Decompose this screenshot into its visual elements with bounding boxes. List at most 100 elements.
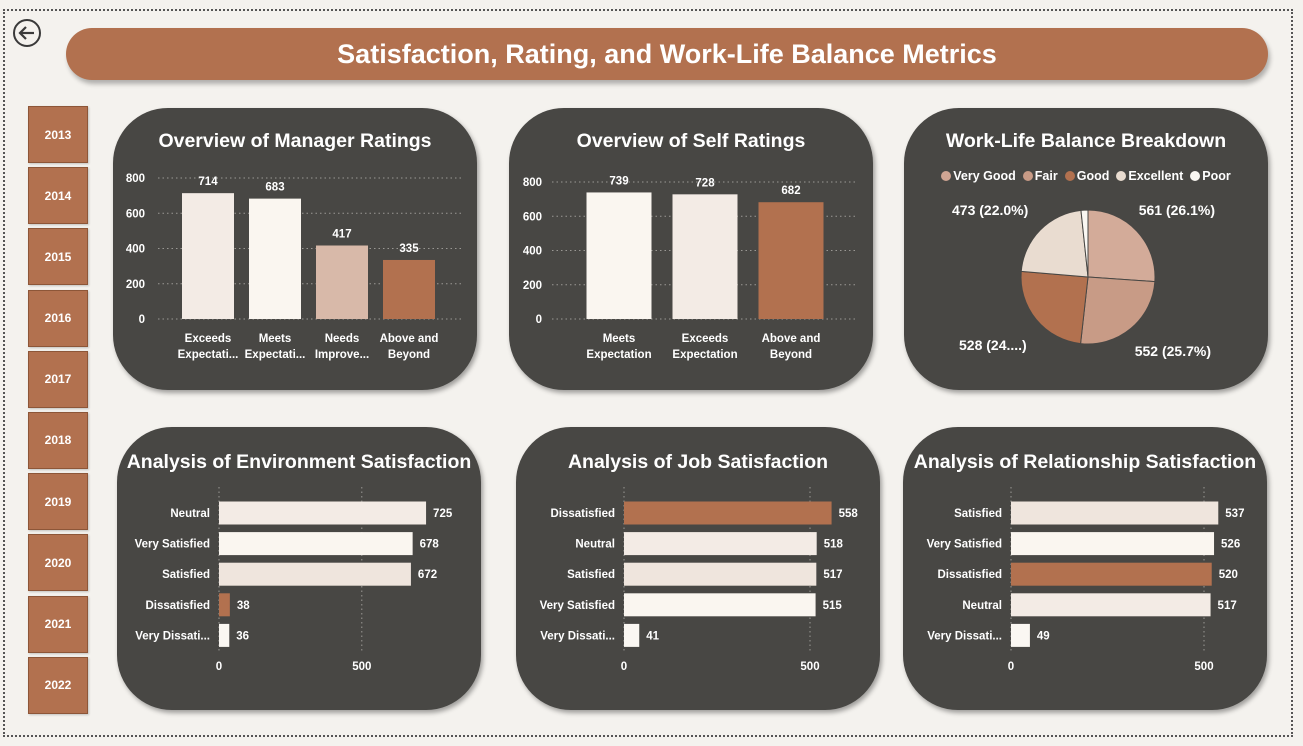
back-arrow-icon bbox=[13, 19, 41, 47]
data-label: 678 bbox=[420, 539, 440, 551]
pie-slice bbox=[1020, 270, 1089, 345]
category-label: Satisfied bbox=[567, 569, 615, 581]
data-label: 515 bbox=[823, 600, 843, 612]
category-label: Needs Improve... bbox=[315, 333, 369, 361]
back-button[interactable] bbox=[12, 18, 42, 48]
category-label: Dissatisfied bbox=[550, 508, 615, 520]
bar bbox=[219, 593, 230, 617]
y-tick-label: 0 bbox=[536, 314, 542, 326]
year-button-2014[interactable]: 2014 bbox=[28, 167, 88, 225]
bar bbox=[672, 194, 738, 319]
year-button-2016[interactable]: 2016 bbox=[28, 289, 88, 347]
data-label: 682 bbox=[781, 185, 800, 197]
data-label: 558 bbox=[839, 508, 859, 520]
data-label: 520 bbox=[1219, 569, 1238, 581]
legend-item[interactable]: Good bbox=[1064, 169, 1109, 183]
data-label: 728 bbox=[695, 177, 715, 189]
bar bbox=[624, 623, 640, 647]
data-label: 41 bbox=[646, 630, 659, 642]
bar bbox=[249, 198, 301, 319]
card-environment-satisfaction: Analysis of Environment Satisfaction 0 50… bbox=[117, 427, 481, 710]
y-tick-label: 600 bbox=[126, 208, 145, 220]
relationship-satisfaction-chart: 0 500 Satisfied 537 Very Satisfied 526 Dissati… bbox=[927, 487, 1244, 673]
pie-label: 552 (25.7%) bbox=[1134, 343, 1211, 359]
x-tick-label: 500 bbox=[800, 661, 819, 673]
year-button-2019[interactable]: 2019 bbox=[28, 473, 88, 531]
category-label: Above and Beyond bbox=[380, 333, 439, 361]
bar bbox=[383, 259, 435, 319]
data-label: 36 bbox=[236, 630, 249, 642]
bar bbox=[219, 532, 413, 556]
year-button-2022[interactable]: 2022 bbox=[28, 656, 88, 714]
legend-item[interactable]: Very Good bbox=[941, 169, 1016, 183]
data-label: 739 bbox=[609, 175, 628, 187]
category-label: Satisfied bbox=[162, 569, 210, 581]
bar bbox=[1011, 562, 1212, 586]
data-label: 526 bbox=[1221, 539, 1240, 551]
legend-item[interactable]: Fair bbox=[1022, 169, 1058, 183]
job-satisfaction-chart: 0 500 Dissatisfied 558 Neutral 518 Satisfied 51… bbox=[540, 487, 859, 673]
year-slicer: 2013 2014 2015 2016 2017 2018 2019 2020 2021 2022 bbox=[28, 106, 88, 718]
chart-title: Analysis of Relationship Satisfaction bbox=[913, 451, 1257, 473]
pie-slice bbox=[1080, 209, 1089, 278]
card-manager-ratings: Overview of Manager Ratings 0 200 400 600 80… bbox=[113, 108, 477, 390]
legend-label: Very Good bbox=[953, 169, 1016, 183]
legend-label: Excellent bbox=[1128, 169, 1184, 183]
y-tick-label: 200 bbox=[126, 279, 145, 291]
year-button-2017[interactable]: 2017 bbox=[28, 350, 88, 408]
x-tick-label: 500 bbox=[352, 661, 371, 673]
year-button-2018[interactable]: 2018 bbox=[28, 411, 88, 469]
category-label: Dissatisfied bbox=[937, 569, 1002, 581]
work-life-balance-chart bbox=[1020, 209, 1156, 345]
legend-marker bbox=[1064, 171, 1075, 181]
x-tick-label: 0 bbox=[1008, 661, 1014, 673]
year-button-2013[interactable]: 2013 bbox=[28, 106, 88, 163]
x-tick-label: 0 bbox=[621, 661, 627, 673]
category-label: Very Dissati... bbox=[135, 630, 210, 642]
data-label: 335 bbox=[399, 243, 419, 255]
category-label: Very Dissati... bbox=[927, 630, 1002, 642]
x-tick-label: 0 bbox=[216, 661, 222, 673]
data-label: 672 bbox=[418, 569, 437, 581]
page-title: Satisfaction, Rating, and Work-Life Bala… bbox=[337, 38, 997, 69]
card-self-ratings: Overview of Self Ratings 0 200 400 600 800 73… bbox=[509, 108, 873, 390]
year-button-2021[interactable]: 2021 bbox=[28, 595, 88, 653]
bar bbox=[624, 593, 816, 617]
data-label: 714 bbox=[198, 176, 218, 188]
legend-item[interactable]: Poor bbox=[1190, 169, 1231, 183]
year-button-2015[interactable]: 2015 bbox=[28, 228, 88, 286]
bar bbox=[219, 501, 427, 525]
bar bbox=[624, 501, 832, 525]
bar bbox=[624, 532, 817, 556]
y-tick-label: 800 bbox=[523, 177, 542, 189]
category-label: Meets Expectation bbox=[586, 333, 651, 361]
y-tick-label: 800 bbox=[126, 173, 145, 185]
environment-satisfaction-chart: 0 500 Neutral 725 Very Satisfied 678 Satisfied… bbox=[135, 487, 453, 673]
data-label: 49 bbox=[1037, 630, 1050, 642]
category-label: Satisfied bbox=[954, 508, 1002, 520]
dashboard-frame bbox=[3, 9, 1293, 737]
category-label: Neutral bbox=[170, 508, 210, 520]
card-relationship-satisfaction: Analysis of Relationship Satisfaction 0 5… bbox=[903, 427, 1267, 710]
legend-marker bbox=[1022, 171, 1033, 181]
y-tick-label: 400 bbox=[523, 246, 542, 258]
bar bbox=[1011, 623, 1030, 647]
bar bbox=[758, 202, 824, 319]
pie-slice bbox=[1020, 209, 1089, 278]
data-label: 517 bbox=[1218, 600, 1237, 612]
category-label: Very Satisfied bbox=[927, 539, 1002, 551]
chart-title: Overview of Self Ratings bbox=[576, 130, 806, 152]
chart-legend: Very Good Fair Good Excellent Poor bbox=[904, 169, 1268, 183]
category-label: Neutral bbox=[962, 600, 1002, 612]
self-ratings-chart: 0 200 400 600 800 739 Meets Expectation 728 Excee… bbox=[523, 175, 857, 361]
year-button-2020[interactable]: 2020 bbox=[28, 534, 88, 592]
category-label: Dissatisfied bbox=[145, 600, 210, 612]
card-job-satisfaction: Analysis of Job Satisfaction 0 500 Dissati… bbox=[516, 427, 880, 710]
bar bbox=[1011, 501, 1219, 525]
category-label: Exceeds Expectation bbox=[672, 333, 737, 361]
bar bbox=[182, 193, 234, 319]
bar bbox=[316, 245, 368, 319]
legend-item[interactable]: Excellent bbox=[1116, 169, 1183, 183]
data-label: 417 bbox=[332, 229, 351, 241]
card-work-life-balance: Work-Life Balance Breakdown Very Good Fai… bbox=[904, 108, 1268, 390]
